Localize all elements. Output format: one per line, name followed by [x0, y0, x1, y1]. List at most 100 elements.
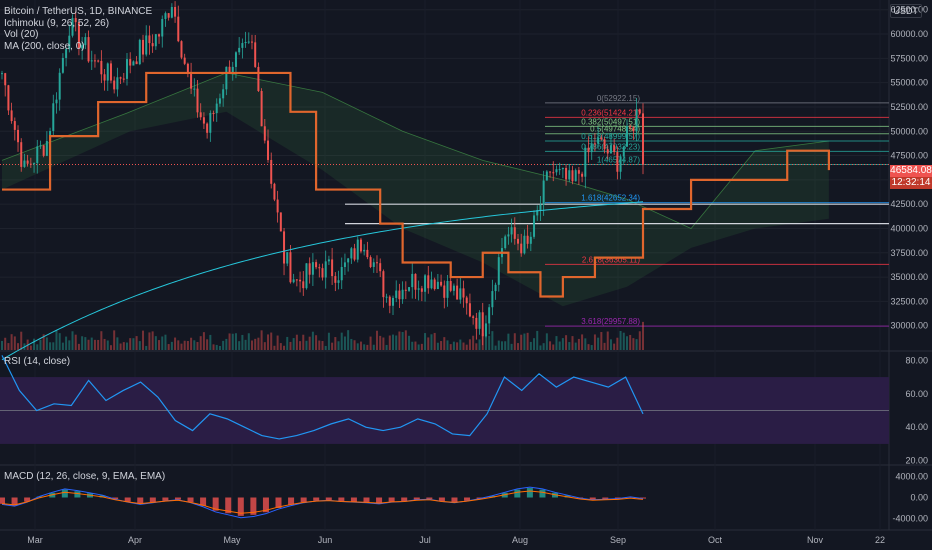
macd-histogram-bar — [451, 497, 458, 503]
volume-bar — [443, 337, 446, 350]
volume-bar — [186, 341, 189, 350]
volume-bar — [225, 338, 228, 350]
candle-body — [545, 171, 548, 181]
volume-bar — [401, 332, 404, 350]
candle-body — [212, 112, 215, 114]
macd-histogram-bar — [212, 497, 219, 511]
volume-bar — [77, 343, 80, 350]
volume-bar — [619, 330, 622, 350]
volume-bar — [174, 337, 177, 350]
volume-bar — [507, 333, 510, 350]
candle-body — [65, 49, 68, 58]
macd-histogram-bar — [426, 497, 433, 500]
volume-bar — [427, 337, 430, 350]
candle-body — [436, 281, 439, 290]
rsi-label[interactable]: RSI (14, close) — [4, 356, 71, 367]
candle-body — [555, 169, 558, 173]
rsi-pane: 80.00 60.00 40.00 20.00 — [0, 355, 928, 466]
candle-body — [1, 73, 3, 75]
candle-body — [174, 6, 177, 17]
volume-bar — [161, 336, 164, 350]
macd-histogram-bar — [376, 497, 383, 504]
volume-bar — [209, 334, 212, 350]
candle-body — [388, 296, 391, 306]
candle-body — [632, 127, 635, 132]
volume-bar — [68, 340, 71, 350]
volume-bar — [202, 332, 205, 350]
volume-bar — [122, 342, 125, 350]
ma-label[interactable]: MA (200, close, 0) — [4, 40, 85, 52]
candle-body — [343, 262, 346, 267]
candle-body — [254, 42, 257, 67]
candle-body — [385, 296, 388, 298]
symbol-title[interactable]: Bitcoin / TetherUS, 1D, BINANCE — [4, 6, 153, 17]
macd-histogram-bar — [338, 497, 345, 502]
volume-bar — [625, 336, 628, 350]
fib-label: 0.5(49748.54) — [590, 125, 640, 134]
candle-body — [638, 109, 641, 114]
volume-bar — [363, 344, 366, 350]
volume-bar — [65, 336, 68, 350]
candle-body — [574, 170, 577, 182]
volume-bar — [331, 342, 334, 350]
candle-body — [167, 13, 170, 18]
volume-bar — [491, 331, 494, 350]
candle-body — [468, 303, 471, 317]
macd-histogram-bar — [0, 497, 5, 504]
volume-bar — [267, 334, 270, 350]
volume-bar — [93, 339, 96, 350]
candle-body — [202, 117, 205, 124]
volume-bar — [103, 338, 106, 350]
price-tick: 60000.00 — [890, 29, 928, 39]
volume-bar — [39, 339, 42, 350]
candle-body — [39, 145, 42, 147]
fib-label: 1.618(42652.34) — [581, 194, 640, 203]
volume-bar — [622, 332, 625, 350]
macd-histogram-bar — [350, 497, 357, 502]
grid — [0, 0, 932, 531]
candle-body — [456, 285, 459, 300]
candle-body — [81, 45, 84, 49]
candle-body — [491, 291, 494, 308]
candle-body — [164, 13, 167, 19]
candle-body — [23, 160, 26, 167]
price-axis: 62500.00 60000.00 57500.00 55000.00 52500.00… — [890, 5, 928, 331]
macd-tick: -4000.00 — [892, 514, 928, 524]
candle-body — [125, 59, 128, 79]
volume-bar — [343, 336, 346, 350]
candle-body — [295, 279, 298, 281]
candle-body — [372, 262, 375, 267]
fib-label: 3.618(29957.88) — [581, 317, 640, 326]
volume-bar — [529, 341, 532, 350]
volume-bar — [279, 343, 282, 350]
volume-bar — [1, 340, 3, 350]
candle-body — [462, 288, 465, 298]
candle-body — [404, 289, 407, 291]
vol-label[interactable]: Vol (20) — [4, 29, 39, 40]
volume-bar — [347, 330, 350, 350]
candle-body — [257, 66, 260, 91]
macd-label[interactable]: MACD (12, 26, close, 9, EMA, EMA) — [4, 471, 166, 482]
volume-bar — [475, 343, 478, 350]
ichimoku-label[interactable]: Ichimoku (9, 26, 52, 26) — [4, 17, 110, 29]
macd-histogram-bar — [225, 497, 232, 514]
candle-body — [71, 18, 74, 36]
currency-button[interactable]: USDT — [889, 4, 922, 18]
candle-body — [186, 63, 189, 73]
volume-bar — [440, 341, 443, 350]
macd-histogram-bar — [589, 497, 596, 500]
candle-body — [513, 227, 516, 239]
candle-body — [161, 18, 164, 37]
volume-bar — [135, 336, 138, 350]
candle-body — [411, 273, 414, 288]
candle-body — [494, 284, 497, 292]
candle-body — [353, 248, 356, 260]
candle-body — [52, 103, 55, 132]
candle-body — [158, 34, 161, 37]
candle-body — [392, 297, 395, 306]
price-tick: 57500.00 — [890, 53, 928, 63]
volume-bar — [129, 338, 132, 350]
volume-bar — [638, 331, 641, 350]
volume-bar — [536, 330, 539, 350]
